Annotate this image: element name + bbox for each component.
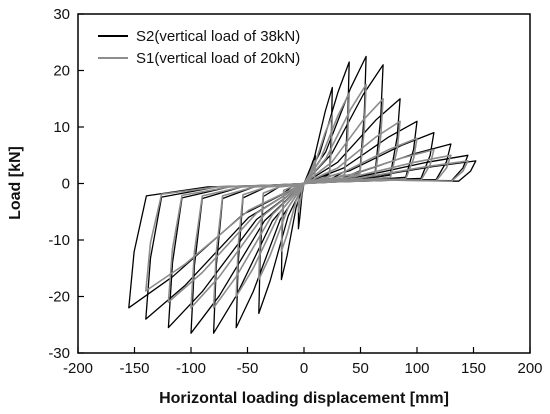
- y-axis-title: Load [kN]: [7, 146, 24, 220]
- x-tick-label: 100: [404, 360, 429, 377]
- x-tick-label: -200: [63, 360, 93, 377]
- hysteresis-loop: [145, 182, 305, 292]
- x-tick-label: -100: [176, 360, 206, 377]
- y-tick-label: 0: [62, 176, 70, 193]
- x-tick-label: 50: [352, 360, 369, 377]
- x-axis-title: Horizontal loading displacement [mm]: [159, 390, 449, 407]
- y-tick-label: 10: [53, 119, 70, 136]
- x-tick-label: 0: [300, 360, 308, 377]
- series-layer: [128, 55, 477, 334]
- hysteresis-loop: [297, 182, 305, 213]
- x-tick-label: 200: [517, 360, 542, 377]
- ticks-layer: -200 -150 -100 -50 0 50 100 150 200-30-20-100102…: [48, 6, 542, 377]
- hysteresis-loop: [145, 182, 305, 320]
- x-tick-label: -50: [237, 360, 259, 377]
- legend-label-s1: S1(vertical load of 20kN): [136, 50, 300, 67]
- x-tick-label: -150: [119, 360, 149, 377]
- y-tick-label: 20: [53, 63, 70, 80]
- y-tick-label: -10: [48, 232, 70, 249]
- x-tick-label: 150: [461, 360, 486, 377]
- y-tick-label: -30: [48, 345, 70, 362]
- y-tick-label: -20: [48, 289, 70, 306]
- legend-label-s2: S2(vertical load of 38kN): [136, 28, 300, 45]
- hysteresis-loop: [280, 182, 305, 253]
- series-s1: [145, 83, 469, 309]
- y-tick-label: 30: [53, 6, 70, 23]
- legend: S2(vertical load of 38kN) S1(vertical lo…: [98, 28, 300, 67]
- hysteresis-loop: [303, 160, 469, 185]
